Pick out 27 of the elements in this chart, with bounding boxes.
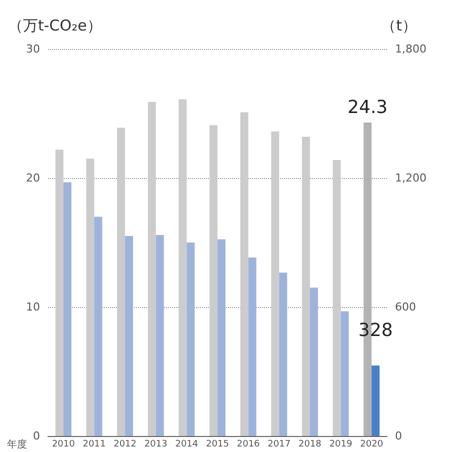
x-tick-label: 2016 [236,440,260,450]
x-tick-label: 2011 [82,440,106,450]
y2-tick-label: 0 [395,430,402,442]
x-tick-label: 2010 [52,440,76,450]
x-tick-label: 2012 [114,440,136,450]
y-tick-label: 10 [26,300,40,314]
y-tick-label: 0 [33,430,40,442]
x-tick-label: 2015 [206,440,229,450]
y-tick-label: 30 [26,42,40,56]
data-label: 328 [358,320,393,341]
bar [302,136,310,436]
x-axis-title: 年度 [7,438,28,450]
y-axis-title: （万t-CO₂e） [8,16,102,34]
y2-tick-label: 1,200 [395,172,426,184]
y2-tick-label: 1,800 [395,42,426,56]
data-label: 24.3 [348,97,388,118]
x-tick-label: 2018 [298,440,322,450]
x-tick-label: 2019 [329,440,352,450]
x-tick-label: 2017 [268,440,291,450]
x-tick-label: 2014 [175,440,198,450]
x-tick-label: 2020 [360,440,384,450]
y2-tick-label: 600 [395,300,416,314]
bar [372,365,380,436]
x-tick-label: 2013 [144,440,168,450]
y-tick-label: 20 [26,172,40,184]
y2-axis-title: （t） [381,16,417,34]
bar [332,160,341,436]
